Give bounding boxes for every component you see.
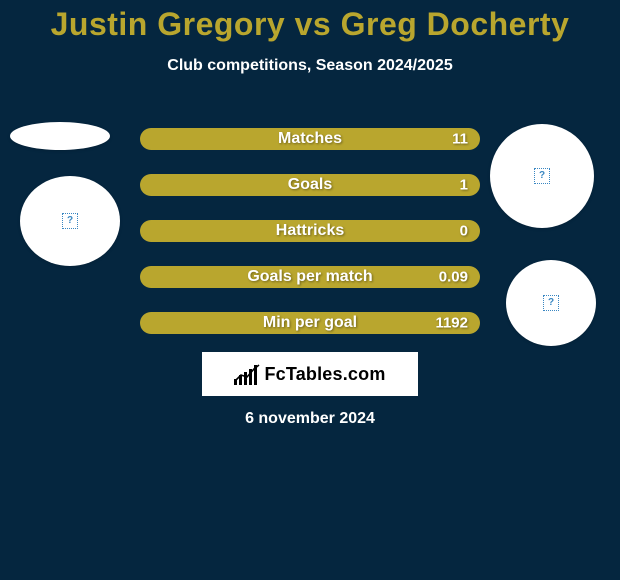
player-avatar-placeholder	[506, 260, 596, 346]
image-placeholder-icon	[62, 213, 78, 229]
brand-badge: FcTables.com	[202, 352, 418, 396]
stat-bar-matches: Matches 11	[140, 128, 480, 150]
vs-separator: vs	[295, 6, 332, 42]
brand-chart-icon	[234, 363, 260, 385]
stat-value: 11	[452, 131, 468, 148]
stat-bar-goals-per-match: Goals per match 0.09	[140, 266, 480, 288]
image-placeholder-icon	[543, 295, 559, 311]
image-placeholder-icon	[534, 168, 550, 184]
player1-name: Justin Gregory	[51, 6, 286, 42]
stat-value: 0.09	[439, 269, 468, 286]
generated-date: 6 november 2024	[0, 410, 620, 428]
player2-name: Greg Docherty	[341, 6, 570, 42]
brand-text: FcTables.com	[264, 364, 385, 385]
stat-bar-hattricks: Hattricks 0	[140, 220, 480, 242]
stat-label: Min per goal	[263, 314, 357, 332]
player-avatar-placeholder	[10, 122, 110, 150]
stat-label: Matches	[278, 130, 342, 148]
page-title: Justin Gregory vs Greg Docherty	[0, 0, 620, 43]
stat-value: 1192	[435, 315, 468, 332]
stat-value: 0	[460, 223, 468, 240]
stat-label: Hattricks	[276, 222, 344, 240]
stat-bar-min-per-goal: Min per goal 1192	[140, 312, 480, 334]
stats-container: Matches 11 Goals 1 Hattricks 0 Goals per…	[140, 128, 480, 358]
stat-value: 1	[460, 177, 468, 194]
player-avatar-placeholder	[490, 124, 594, 228]
stat-label: Goals	[288, 176, 332, 194]
stat-label: Goals per match	[247, 268, 372, 286]
stat-bar-goals: Goals 1	[140, 174, 480, 196]
player-avatar-placeholder	[20, 176, 120, 266]
subtitle: Club competitions, Season 2024/2025	[0, 57, 620, 75]
